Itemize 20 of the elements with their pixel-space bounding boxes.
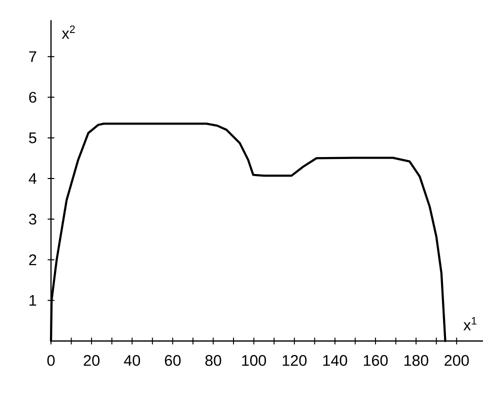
x-tick-label: 200 [444, 355, 469, 366]
x-tick-label: 0 [47, 355, 55, 366]
y-tick-label: 4 [28, 173, 36, 184]
x-tick-label: 80 [205, 355, 222, 366]
x-tick-label: 140 [323, 355, 348, 366]
x-tick-label: 100 [242, 355, 266, 366]
x-tick-label: 180 [404, 355, 428, 366]
x-tick-label: 160 [364, 355, 388, 366]
x-tick-label: 120 [282, 355, 307, 366]
y-tick-label: 2 [29, 254, 36, 266]
y-tick-label: 1 [30, 295, 36, 306]
x-tick-label: 60 [164, 355, 181, 366]
y-tick-label: 3 [29, 214, 36, 225]
y-tick-label: 6 [29, 92, 36, 103]
x-tick-label: 20 [84, 355, 100, 366]
y-tick-label: 5 [29, 132, 36, 144]
y-tick-label: 7 [29, 51, 36, 62]
y-axis-title: x$^{2}$ [62, 25, 75, 39]
x-axis-title: x$^{1}$ [463, 317, 476, 330]
x-tick-label: 40 [124, 355, 140, 366]
